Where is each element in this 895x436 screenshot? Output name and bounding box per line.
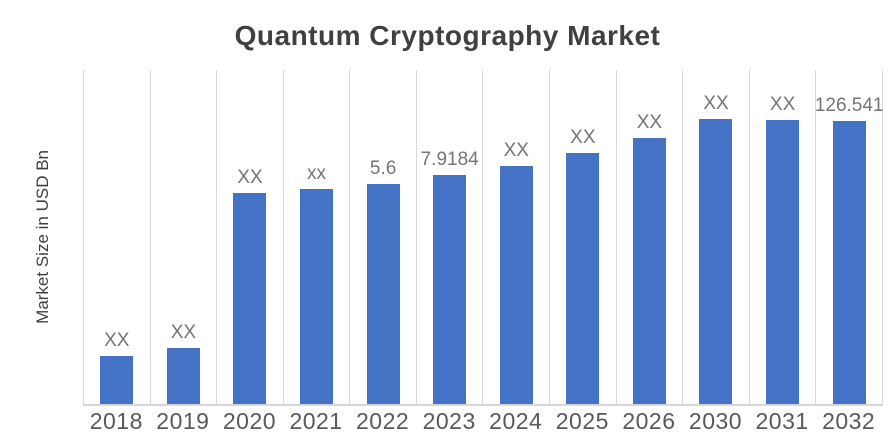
category-cell-2023: 7.9184 [415,70,483,404]
bar-2021 [300,188,334,404]
x-tick-2024: 2024 [489,408,543,434]
bar-2019 [166,347,200,404]
category-cell-2024: XX [482,70,549,404]
bar-value-label: XX [636,112,663,134]
bar-value-label: 7.9184 [420,148,479,170]
category-cell-2021: xx [282,70,350,404]
bar-value-label: 5.6 [369,157,397,179]
bar-value-label: XX [503,139,529,161]
bar-2023 [433,174,467,404]
bar-value-label: XX [703,93,729,115]
category-cell-2019: XX [149,70,217,404]
category-cell-2031: XX [748,70,816,404]
bar-value-label: XX [570,127,596,149]
bar-2022 [366,183,400,404]
bar-2031 [766,120,800,404]
x-tick-2026: 2026 [622,408,676,434]
category-cell-2030: XX [682,70,749,404]
x-tick-2023: 2023 [422,408,476,434]
x-tick-2020: 2020 [222,408,277,434]
x-tick-2021: 2021 [289,408,343,434]
x-tick-2032: 2032 [822,408,876,434]
plot-area: XX XX XX xx 5.6 7.9184 XX XX XX XX XX 126.541 [83,70,884,406]
category-cell-2025: XX [549,70,616,404]
bar-2018 [100,355,134,404]
bar-value-label: XX [769,94,796,116]
bar-value-label: XX [237,166,263,188]
bar-2020 [233,192,267,404]
bar-value-label: XX [104,329,130,351]
x-tick-2022: 2022 [356,408,410,434]
bar-value-label: 126.541 [814,95,884,117]
chart-title: Quantum Cryptography Market [234,20,661,51]
bar-2032 [832,121,866,404]
category-cell-2018: XX [83,70,150,404]
x-tick-2019: 2019 [156,408,210,434]
category-cell-2020: XX [216,70,283,404]
y-axis-label: Market Size in USD Bn [33,150,52,324]
bar-value-label: xx [307,162,327,184]
bar-2030 [699,119,733,404]
x-tick-2018: 2018 [89,408,143,434]
x-tick-2030: 2030 [688,408,743,434]
category-cell-2022: 5.6 [349,70,416,404]
bar-2025 [566,153,600,404]
bar-value-label: XX [170,321,197,343]
category-cell-2026: XX [615,70,683,404]
x-axis: 2018 2019 2020 2021 2022 2023 2024 2025 2026 2030… [83,408,882,435]
y-axis-label-container: Market Size in USD Bn [26,70,60,404]
x-tick-2025: 2025 [555,408,609,434]
bar-2026 [632,138,666,404]
category-cell-2032: 126.541 [814,70,884,404]
bar-2024 [499,165,533,404]
x-tick-2031: 2031 [755,408,809,434]
